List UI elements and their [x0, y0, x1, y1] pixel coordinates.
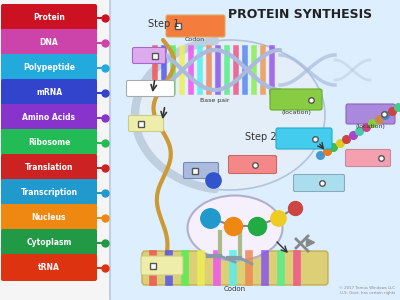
Text: (location): (location) — [355, 124, 385, 129]
Text: Nucleus: Nucleus — [32, 213, 66, 222]
FancyBboxPatch shape — [184, 163, 218, 178]
Text: Base pair: Base pair — [200, 98, 230, 103]
FancyBboxPatch shape — [228, 155, 276, 173]
Text: Protein: Protein — [33, 13, 65, 22]
Text: Transcription: Transcription — [20, 188, 78, 197]
FancyBboxPatch shape — [110, 0, 400, 300]
FancyBboxPatch shape — [1, 179, 97, 206]
FancyBboxPatch shape — [1, 79, 97, 106]
FancyBboxPatch shape — [1, 54, 97, 81]
Text: tRNA: tRNA — [38, 263, 60, 272]
FancyBboxPatch shape — [142, 251, 328, 285]
Text: mRNA: mRNA — [36, 88, 62, 97]
FancyBboxPatch shape — [126, 80, 174, 97]
Text: Codon: Codon — [185, 37, 205, 42]
Text: Step 2: Step 2 — [245, 132, 277, 142]
FancyBboxPatch shape — [1, 229, 97, 256]
FancyBboxPatch shape — [1, 154, 97, 181]
Text: Codon: Codon — [224, 286, 246, 292]
FancyBboxPatch shape — [1, 29, 97, 56]
FancyBboxPatch shape — [1, 129, 97, 156]
FancyBboxPatch shape — [294, 175, 344, 191]
Text: Translation: Translation — [25, 163, 73, 172]
Text: Ribosome: Ribosome — [28, 138, 70, 147]
FancyBboxPatch shape — [141, 256, 183, 275]
Text: Polypeptide: Polypeptide — [23, 63, 75, 72]
Ellipse shape — [188, 196, 282, 260]
Text: © 2017 Ternus Windows LLC
U.S. Govt. has certain rights: © 2017 Ternus Windows LLC U.S. Govt. has… — [339, 286, 395, 295]
FancyBboxPatch shape — [1, 204, 97, 231]
FancyBboxPatch shape — [1, 254, 97, 281]
FancyBboxPatch shape — [346, 149, 390, 167]
Ellipse shape — [135, 40, 325, 190]
FancyBboxPatch shape — [132, 47, 166, 64]
FancyBboxPatch shape — [276, 128, 332, 149]
Text: Cytoplasm: Cytoplasm — [26, 238, 72, 247]
FancyBboxPatch shape — [270, 89, 322, 110]
Text: PROTEIN SYNTHESIS: PROTEIN SYNTHESIS — [228, 8, 372, 22]
Text: DNA: DNA — [40, 38, 58, 47]
Text: (location): (location) — [281, 110, 311, 115]
FancyBboxPatch shape — [1, 104, 97, 131]
FancyBboxPatch shape — [166, 15, 225, 37]
FancyBboxPatch shape — [128, 116, 164, 131]
Text: Amino Acids: Amino Acids — [22, 113, 76, 122]
Text: Step 1: Step 1 — [148, 19, 180, 29]
FancyBboxPatch shape — [1, 4, 97, 31]
FancyBboxPatch shape — [346, 104, 395, 124]
